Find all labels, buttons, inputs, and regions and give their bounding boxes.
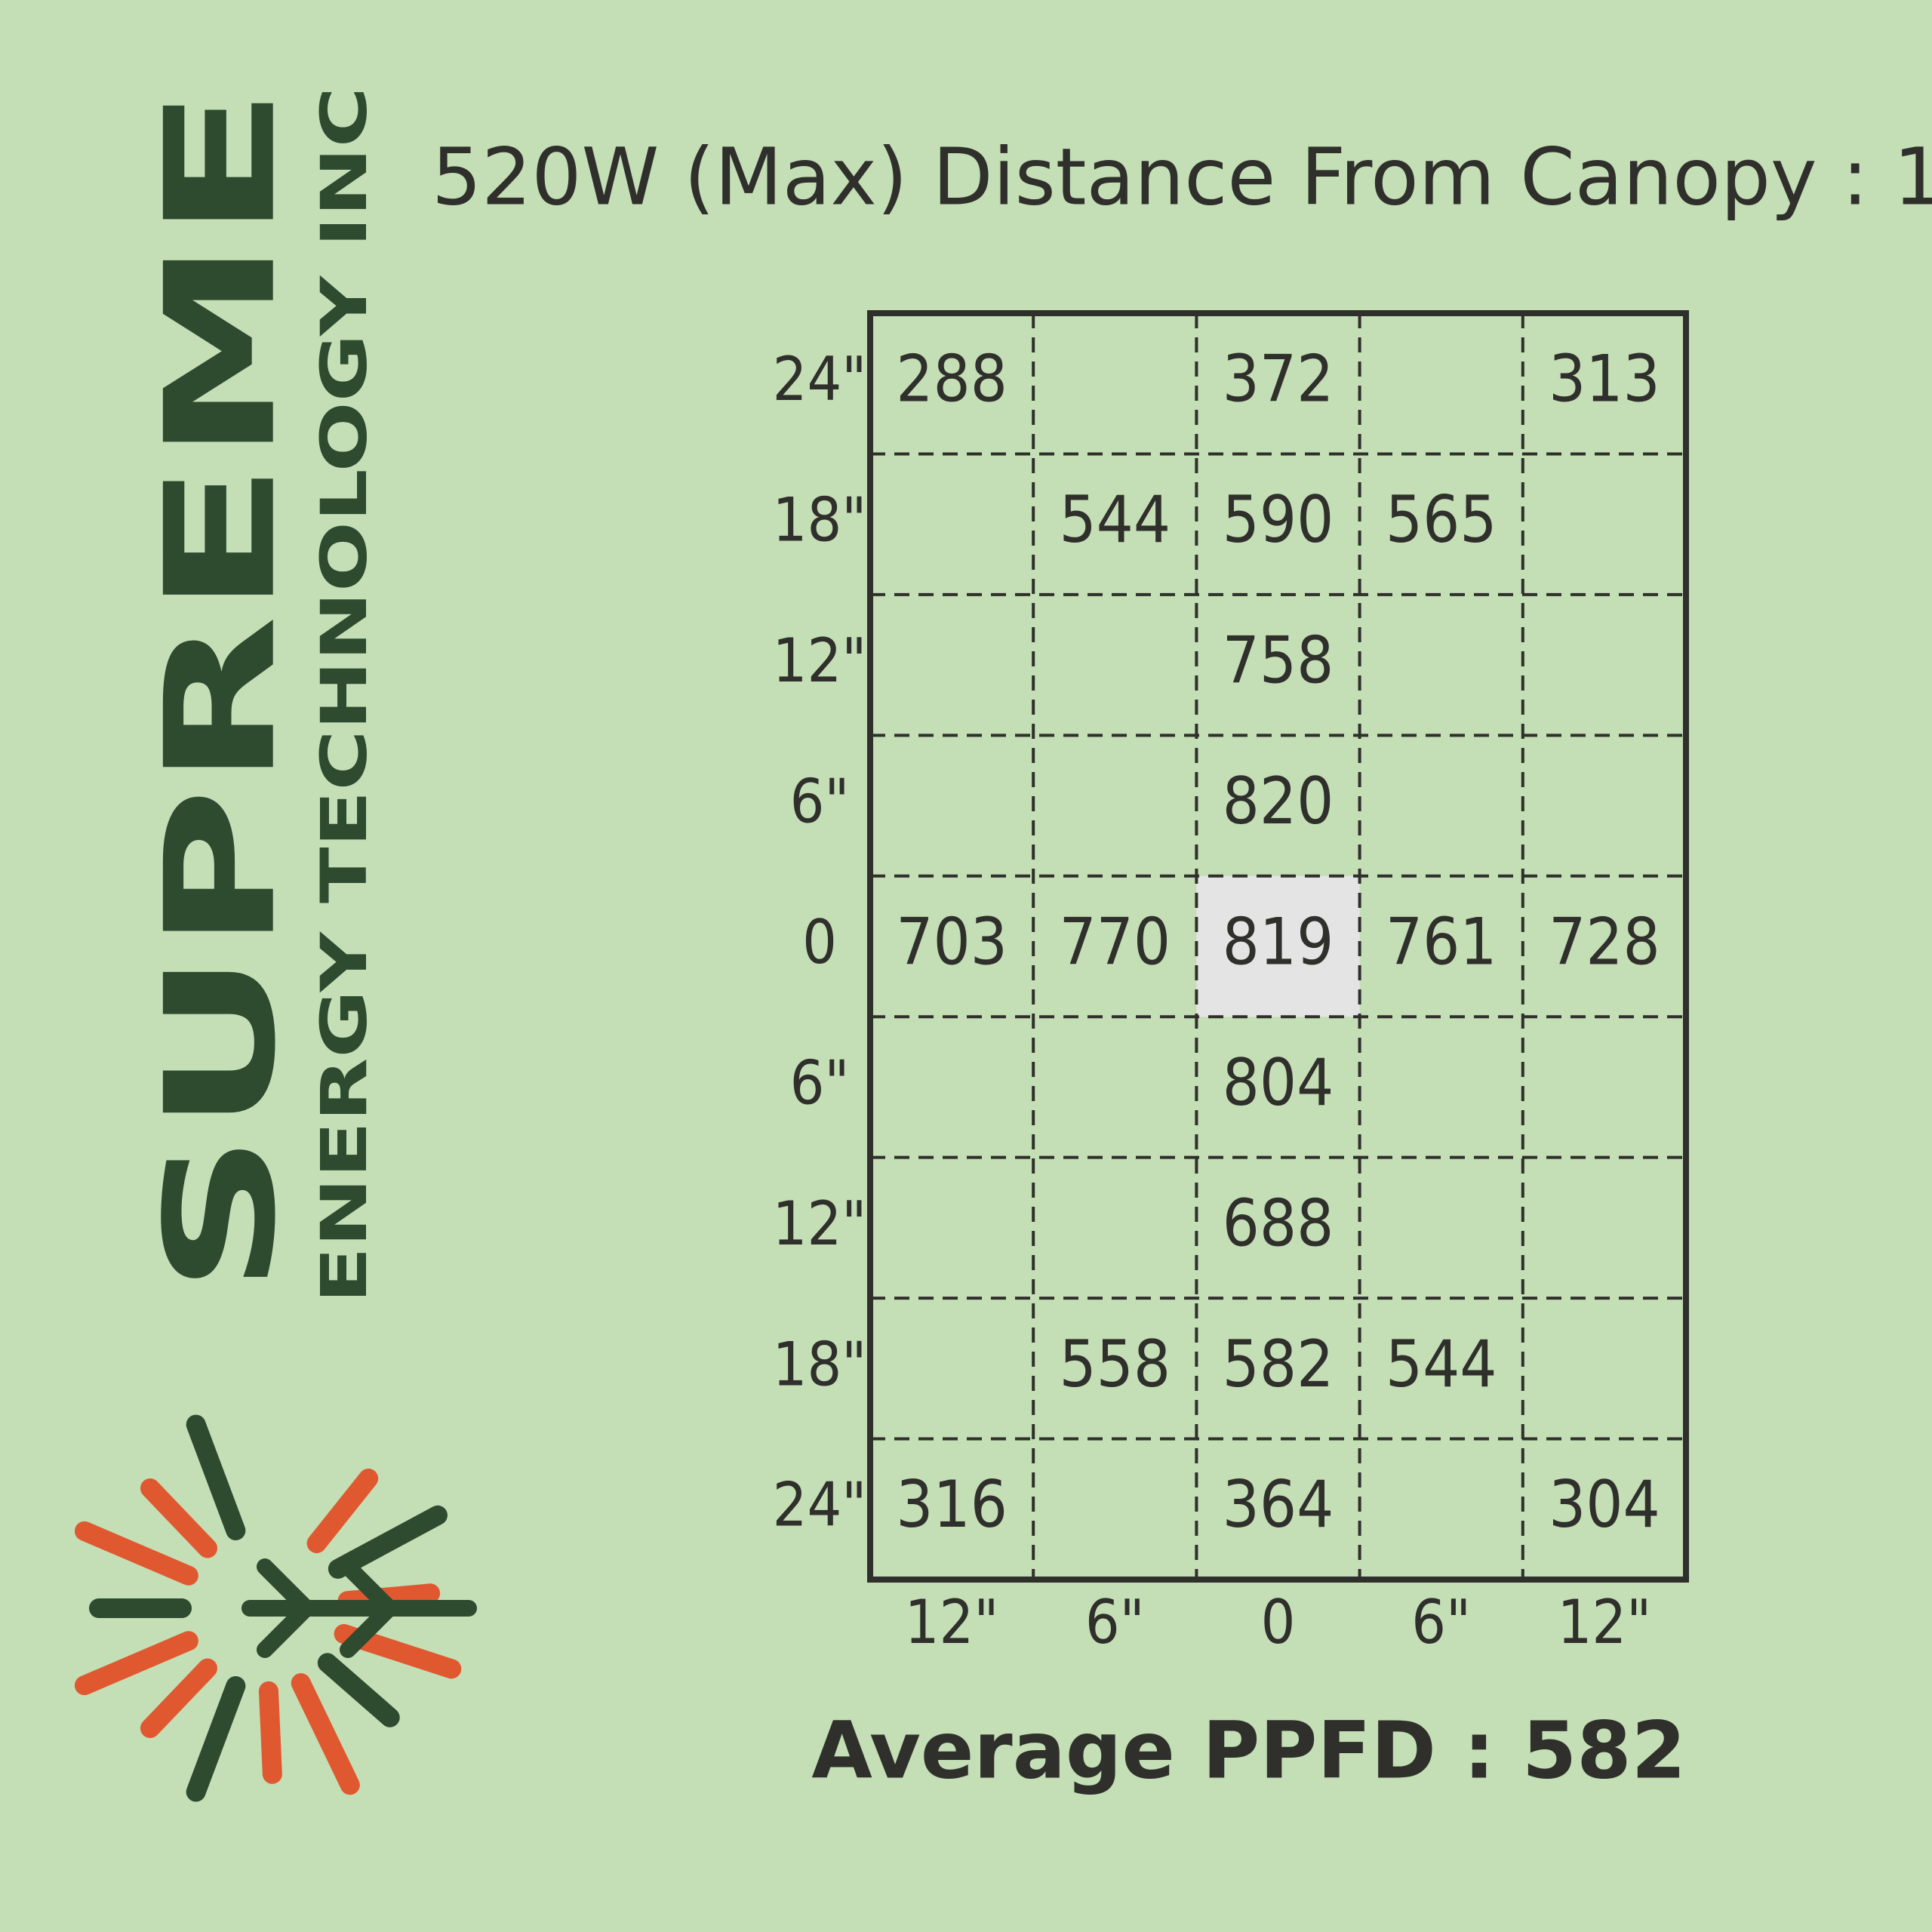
- ppfd-value: 804: [1223, 1045, 1334, 1121]
- ppfd-value: 304: [1549, 1467, 1660, 1543]
- column-label: 12": [1558, 1587, 1652, 1657]
- logo-arrow: [242, 1558, 477, 1658]
- ppfd-value: 758: [1223, 623, 1334, 699]
- logo-ray: [317, 1653, 400, 1727]
- ppfd-value: 544: [1059, 482, 1171, 558]
- logo-ray: [186, 1414, 246, 1541]
- title: 520W (Max) Distance From Canopy : 1': [432, 131, 1932, 223]
- ppfd-value: 761: [1386, 904, 1497, 980]
- logo-ray: [140, 1478, 217, 1558]
- row-label: 12": [773, 626, 867, 696]
- logo-brand: SUPREME: [134, 87, 309, 1294]
- logo-ray: [328, 1505, 448, 1579]
- logo-ray: [306, 1468, 379, 1553]
- ppfd-value: 770: [1059, 904, 1171, 980]
- ppfd-value: 703: [896, 904, 1008, 980]
- ppfd-value: 313: [1549, 342, 1660, 417]
- logo-ray: [258, 1681, 282, 1784]
- logo-ray: [74, 1521, 198, 1586]
- row-label: 0: [802, 907, 837, 977]
- row-label: 24": [773, 344, 867, 414]
- logo-ray: [140, 1658, 217, 1739]
- column-label: 6": [1085, 1587, 1145, 1657]
- ppfd-value: 372: [1223, 342, 1334, 417]
- row-label: 18": [773, 1329, 867, 1399]
- ppfd-value: 364: [1223, 1467, 1334, 1543]
- column-label: 6": [1411, 1587, 1471, 1657]
- ppfd-value: 288: [896, 342, 1008, 417]
- ppfd-value: 728: [1549, 904, 1660, 980]
- tagline-text: ENERGY TECHNOLOGY INC: [307, 87, 381, 1303]
- logo-ray: [74, 1631, 198, 1696]
- ppfd-value: 565: [1386, 482, 1497, 558]
- ppfd-value: 590: [1223, 482, 1334, 558]
- column-label: 0: [1261, 1587, 1296, 1657]
- logo-ray: [291, 1673, 360, 1795]
- ppfd-grid: 24" 288 372 313 18" 544 590 565 12" 758 6" 820 0 703 7…: [773, 310, 1689, 1657]
- footer: Average PPFD : 582: [811, 1704, 1686, 1796]
- ppfd-value: 688: [1223, 1186, 1334, 1261]
- column-label: 12": [905, 1587, 999, 1657]
- brand-text: SUPREME: [134, 87, 309, 1294]
- ppfd-value: 558: [1059, 1327, 1171, 1402]
- ppfd-value: 820: [1223, 764, 1334, 839]
- logo-sunburst: [74, 1414, 477, 1802]
- grid-border: [867, 310, 1689, 1583]
- row-label: 24": [773, 1470, 867, 1540]
- ppfd-value: 316: [896, 1467, 1008, 1543]
- ppfd-value: 582: [1223, 1327, 1334, 1402]
- row-label: 18": [773, 485, 867, 555]
- row-label: 6": [790, 767, 850, 837]
- ppfd-value: 544: [1386, 1327, 1497, 1402]
- logo-tagline: ENERGY TECHNOLOGY INC: [307, 87, 381, 1303]
- logo-ray: [186, 1675, 246, 1802]
- row-label: 12": [773, 1189, 867, 1259]
- ppfd-value: 819: [1223, 904, 1334, 980]
- highlight-cell: [1196, 875, 1360, 1017]
- row-label: 6": [790, 1048, 850, 1118]
